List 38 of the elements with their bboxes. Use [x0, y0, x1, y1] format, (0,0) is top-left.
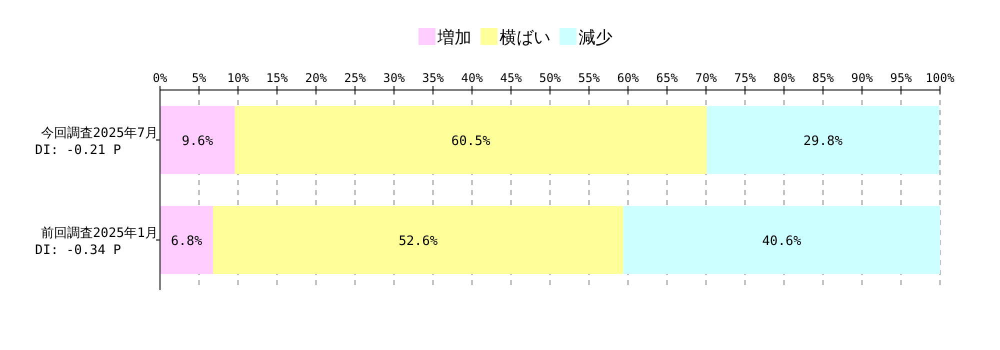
x-tick-label: 0%	[152, 71, 168, 85]
bar	[160, 106, 235, 174]
legend-label: 減少	[578, 28, 612, 48]
x-tick-label: 15%	[266, 71, 289, 85]
legend-label: 横ばい	[500, 28, 550, 48]
x-tick-label: 35%	[422, 71, 445, 85]
data-label: 52.6%	[398, 234, 438, 249]
x-tick-label: 20%	[305, 71, 328, 85]
data-label: 29.8%	[803, 134, 843, 149]
y-tick-label: 今回調査2025年7月 DI: -0.21 P	[35, 126, 158, 158]
x-tick-label: 85%	[812, 71, 835, 85]
x-tick-label: 65%	[656, 71, 679, 85]
x-tick-label: 45%	[500, 71, 523, 85]
x-tick-label: 100%	[926, 71, 956, 85]
x-tick-label: 10%	[227, 71, 250, 85]
data-label: 40.6%	[762, 234, 802, 249]
x-tick-label: 55%	[578, 71, 601, 85]
x-tick-label: 60%	[617, 71, 640, 85]
x-tick-label: 75%	[734, 71, 757, 85]
y-tick-label: 前回調査2025年1月 DI: -0.34 P	[35, 226, 158, 258]
x-tick-label: 25%	[344, 71, 367, 85]
bar	[213, 206, 624, 274]
x-tick-label: 5%	[192, 71, 207, 85]
x-tick-label: 95%	[890, 71, 913, 85]
x-tick-label: 80%	[773, 71, 796, 85]
bar	[234, 106, 707, 174]
x-tick-label: 40%	[461, 71, 484, 85]
x-tick-label: 50%	[539, 71, 562, 85]
bar	[706, 106, 940, 174]
bar	[623, 206, 940, 274]
x-tick-label: 90%	[851, 71, 874, 85]
x-tick-label: 30%	[383, 71, 406, 85]
data-label: 6.8%	[170, 234, 202, 249]
legend-label: 増加	[436, 28, 472, 48]
data-label: 9.6%	[182, 134, 214, 149]
x-tick-label: 70%	[695, 71, 718, 85]
data-label: 60.5%	[451, 134, 491, 149]
bar	[160, 206, 214, 274]
